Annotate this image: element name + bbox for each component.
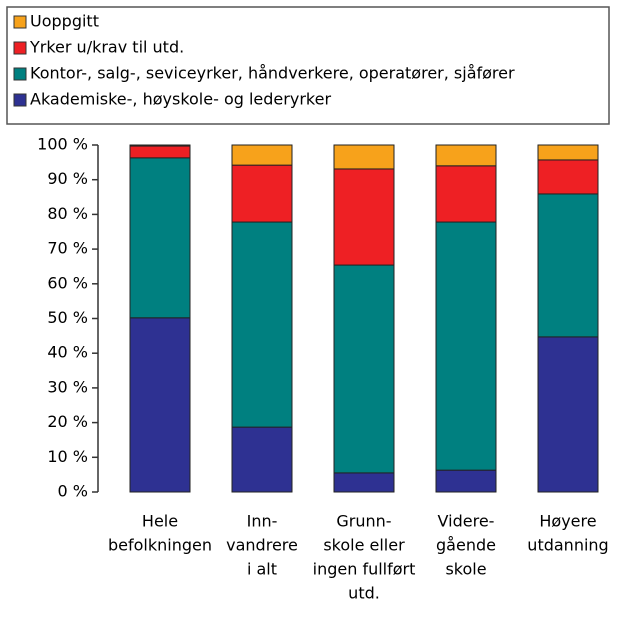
y-tick-label: 90 % bbox=[47, 169, 88, 188]
y-tick-label: 20 % bbox=[47, 412, 88, 431]
bar-segment bbox=[231, 221, 293, 428]
bar-segment bbox=[129, 157, 191, 319]
bar-segment bbox=[333, 264, 395, 474]
bar-segment bbox=[537, 193, 599, 338]
y-tick-label: 100 % bbox=[37, 135, 88, 154]
legend-box bbox=[6, 6, 610, 125]
bar-segment bbox=[333, 144, 395, 170]
legend-swatch bbox=[13, 67, 27, 81]
x-tick-label: gående bbox=[436, 536, 496, 555]
bar-segment bbox=[129, 144, 191, 147]
y-tick-label: 50 % bbox=[47, 308, 88, 327]
legend-swatch bbox=[13, 41, 27, 55]
bar-segment bbox=[435, 221, 497, 471]
bar-segment bbox=[231, 144, 293, 166]
bar-segment bbox=[129, 145, 191, 159]
legend-label: Uoppgitt bbox=[30, 12, 99, 31]
bar-segment bbox=[129, 317, 191, 493]
y-tick-label: 70 % bbox=[47, 239, 88, 258]
x-tick-label: utdanning bbox=[527, 536, 608, 555]
x-tick-label: ingen fullført bbox=[313, 560, 416, 579]
y-tick-label: 80 % bbox=[47, 204, 88, 223]
legend-label: Kontor-, salg-, seviceyrker, håndverkere… bbox=[30, 64, 515, 83]
y-tick-label: 10 % bbox=[47, 447, 88, 466]
bar-segment bbox=[231, 426, 293, 493]
x-tick-label: Høyere bbox=[539, 512, 596, 531]
x-tick-label: Inn- bbox=[247, 512, 278, 531]
legend-label: Yrker u/krav til utd. bbox=[29, 38, 184, 57]
x-tick-label: Videre- bbox=[438, 512, 495, 531]
bar-segment bbox=[537, 336, 599, 493]
y-tick-label: 30 % bbox=[47, 377, 88, 396]
x-tick-label: Hele bbox=[142, 512, 178, 531]
y-tick-label: 60 % bbox=[47, 273, 88, 292]
x-tick-label: skole eller bbox=[323, 536, 405, 555]
x-tick-label: befolkningen bbox=[108, 536, 212, 555]
bar-segment bbox=[435, 469, 497, 493]
bar-segment bbox=[435, 144, 497, 167]
legend-swatch bbox=[13, 15, 27, 29]
x-tick-label: i alt bbox=[247, 560, 277, 579]
bar-segment bbox=[333, 472, 395, 493]
legend-label: Akademiske-, høyskole- og lederyrker bbox=[30, 90, 331, 109]
bar-segment bbox=[333, 168, 395, 266]
x-tick-label: skole bbox=[445, 560, 486, 579]
bar-segment bbox=[231, 164, 293, 223]
x-tick-label: vandrere bbox=[226, 536, 298, 555]
y-tick-label: 40 % bbox=[47, 343, 88, 362]
bar-segment bbox=[435, 165, 497, 223]
bar-segment bbox=[537, 144, 599, 161]
bar-segment bbox=[537, 159, 599, 195]
legend-swatch bbox=[13, 93, 27, 107]
x-tick-label: Grunn- bbox=[336, 512, 391, 531]
y-tick-label: 0 % bbox=[58, 482, 88, 501]
x-tick-label: utd. bbox=[348, 584, 380, 603]
